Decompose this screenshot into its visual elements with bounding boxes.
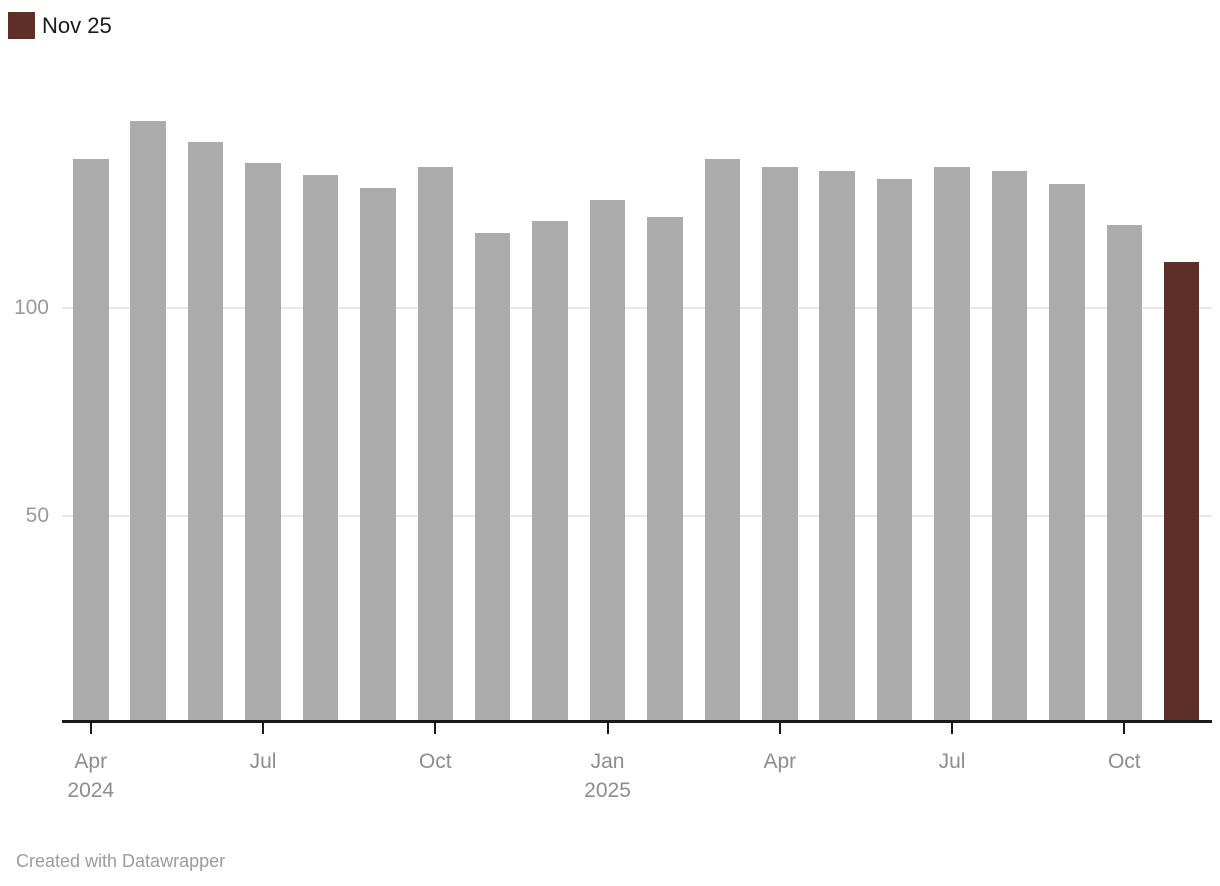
bar[interactable] [1106, 225, 1143, 721]
x-axis-tick-mark [262, 723, 264, 734]
bar[interactable] [187, 142, 224, 721]
x-axis-tick-label: Jul [249, 750, 277, 773]
bar[interactable] [302, 175, 339, 721]
legend-color-swatch [8, 12, 35, 39]
x-axis-tick-mark [606, 723, 609, 734]
bar[interactable] [876, 179, 913, 721]
x-axis-tick-label: Jul [938, 750, 966, 773]
y-gridline [62, 514, 1212, 517]
bar[interactable] [417, 166, 454, 721]
bar[interactable] [1049, 183, 1085, 721]
x-axis-line [62, 720, 1212, 723]
x-axis-tick-mark [89, 723, 92, 734]
x-axis-tick-label: Oct [418, 750, 452, 773]
bar[interactable] [360, 187, 396, 721]
x-axis-tick-mark [778, 723, 781, 734]
bar[interactable] [991, 171, 1028, 721]
x-axis-tick-mark [434, 723, 437, 734]
bar[interactable] [245, 162, 281, 721]
x-axis-tick-label: Jan 2025 [538, 747, 678, 805]
x-axis-tick-label: Oct [1107, 750, 1141, 773]
x-axis-tick-mark [951, 723, 954, 734]
y-axis-tick-label: 100 [13, 296, 49, 319]
bar[interactable] [130, 121, 166, 721]
bar[interactable] [762, 166, 798, 721]
bar[interactable] [819, 171, 855, 721]
y-axis-tick-label: 50 [25, 503, 49, 527]
legend: Nov 25 [8, 12, 112, 39]
x-axis-tick-mark [1123, 723, 1126, 734]
bar-highlighted[interactable] [1163, 262, 1200, 721]
bar[interactable] [474, 233, 511, 721]
bar[interactable] [934, 166, 970, 721]
bar[interactable] [704, 158, 741, 721]
bar[interactable] [73, 158, 109, 721]
bar[interactable] [647, 216, 683, 721]
x-axis-tick-year: 2024 [67, 779, 115, 802]
legend-label: Nov 25 [42, 13, 112, 38]
attribution-text: Created with Datawrapper [16, 851, 226, 871]
bar[interactable] [589, 200, 626, 721]
x-axis-tick-label: Apr 2024 [21, 747, 161, 805]
x-axis-tick-year: 2025 [584, 779, 631, 802]
y-gridline [62, 307, 1212, 309]
bar[interactable] [532, 220, 568, 721]
x-axis-tick-label: Apr [763, 750, 797, 773]
